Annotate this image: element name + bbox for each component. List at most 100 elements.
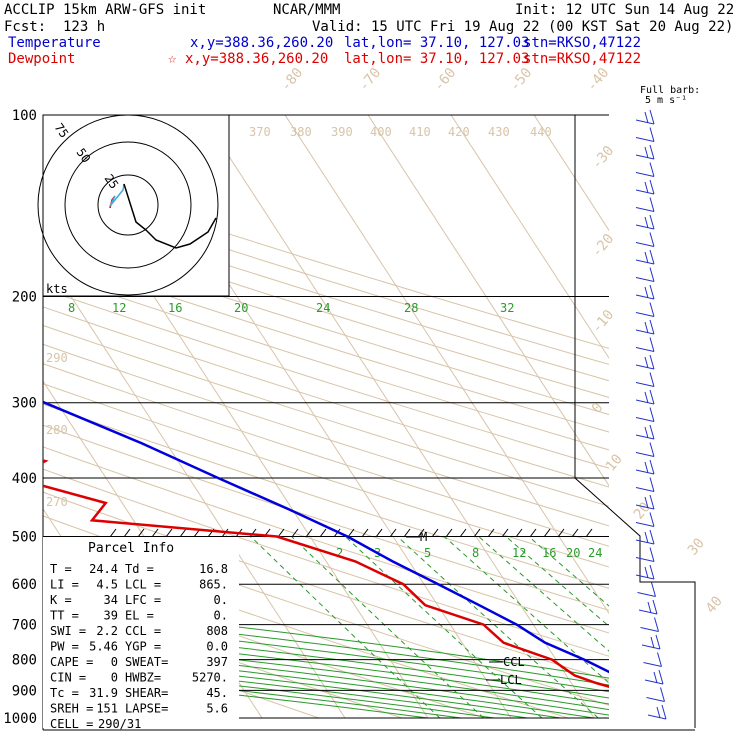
mixing-ratio-label: 28: [404, 301, 418, 315]
mixing-ratio-line: [528, 536, 609, 607]
freezing-hatch: [291, 528, 299, 538]
wind-barb-shaft: [635, 434, 655, 440]
parcel-value: 4.5: [96, 578, 118, 592]
dry-adiabat: [43, 565, 486, 719]
freezing-hatch: [375, 528, 383, 538]
freezing-hatch: [137, 528, 145, 538]
wind-barb-flag: [644, 286, 649, 299]
wind-barb-shaft: [635, 574, 655, 580]
mixing-ratio-label: 20: [566, 546, 580, 560]
wind-barb-shaft: [635, 469, 655, 475]
wind-barb-flag: [649, 564, 655, 580]
parcel-value: 34: [104, 593, 118, 607]
annotation-label: LCL: [500, 673, 522, 687]
pressure-tick-label: 1000: [3, 711, 37, 727]
wind-barb-flag: [656, 706, 661, 719]
parcel-label: T =: [50, 562, 72, 576]
theta-label: 370: [249, 125, 271, 139]
wind-barb-shaft: [635, 417, 655, 422]
parcel-value: 0: [111, 655, 118, 669]
wind-barb-shaft: [635, 329, 655, 335]
dry-adiabat: [43, 468, 609, 657]
mixing-ratio-line: [250, 536, 441, 719]
dew-xy: x,y=388.36,260.20: [185, 51, 329, 67]
mixing-ratio-label: 5: [424, 546, 431, 560]
freezing-hatch: [585, 528, 593, 538]
wind-barb-flag: [649, 459, 655, 475]
wind-barb-shaft: [635, 364, 655, 370]
parcel-label: TT =: [50, 609, 79, 623]
temperature-tick-label: -30: [589, 143, 618, 173]
isotherm-line: [450, 115, 609, 359]
dry-adiabat: [43, 424, 609, 611]
wind-barbs: [635, 109, 667, 720]
moist-adiabat: [43, 614, 609, 686]
hodograph-units: kts: [46, 282, 68, 296]
wind-barb-shaft: [635, 137, 655, 142]
parcel-value: 397: [206, 655, 228, 669]
wind-barb-flag: [644, 321, 649, 334]
wind-barb-shaft: [635, 224, 655, 230]
wind-barb-shaft: [635, 382, 655, 387]
wind-barb-shaft: [644, 679, 664, 685]
parcel-label: LAPSE=: [125, 702, 168, 716]
series-temperature-line: [43, 400, 609, 674]
wind-barb-flag: [649, 494, 655, 510]
parcel-value: 0: [111, 671, 118, 685]
moist-adiabat: [43, 622, 609, 693]
freezing-hatch: [529, 528, 537, 538]
hodograph-ring: [97, 174, 159, 236]
org-label: NCAR/MMM: [273, 2, 341, 18]
freezing-hatch: [319, 528, 327, 538]
dry-adiabat: [43, 403, 609, 589]
wind-barb-flag: [644, 356, 649, 369]
wind-barb-flag: [644, 391, 649, 404]
wind-barb-flag: [649, 337, 655, 352]
parcel-label: CELL =: [50, 717, 93, 731]
sounding-series: [43, 400, 609, 689]
wind-barb-flag: [649, 354, 655, 370]
wind-barb-flag: [650, 636, 655, 649]
freezing-hatch: [305, 528, 313, 538]
temperature-tick-label: 10: [603, 451, 626, 474]
temperature-tick-label: -40: [584, 65, 613, 95]
wind-barb-shaft: [635, 539, 655, 545]
theta-label: 380: [290, 125, 312, 139]
wind-barb-shaft: [635, 347, 655, 352]
wind-barb-flag: [647, 601, 652, 614]
dry-adiabat: [43, 270, 609, 451]
mixing-ratio-label: 20: [234, 301, 248, 315]
isotherm-line: [284, 115, 609, 615]
isotherm-line: [43, 252, 346, 719]
parcel-value: 45.: [206, 686, 228, 700]
dewpoint-star-icon: ☆: [168, 51, 177, 67]
theta-label: 430: [488, 125, 510, 139]
wind-barb-flag: [649, 319, 655, 335]
hodograph-trace: [109, 183, 125, 207]
parcel-box-bg: [43, 537, 239, 728]
mixing-ratio-label: 32: [500, 301, 514, 315]
parcel-value: 290/31: [98, 717, 141, 731]
series-dewpoint-line: [43, 459, 609, 689]
wind-barb-flag: [649, 197, 655, 212]
dry-adiabat: [43, 204, 609, 382]
wind-barb-flag: [649, 179, 655, 195]
wind-barb-flag: [649, 442, 655, 457]
wind-barb-flag: [649, 407, 655, 422]
temp-station: stn=RKSO,47122: [523, 35, 642, 51]
wind-barb-flag: [649, 232, 655, 247]
pressure-tick-label: 100: [12, 108, 37, 124]
dry-adiabat: [43, 343, 609, 527]
mixing-ratio-label: 24: [316, 301, 330, 315]
wind-barb-shaft: [635, 312, 655, 317]
freezing-hatch: [165, 528, 173, 538]
temperature-tick-label: -80: [278, 65, 307, 95]
wind-barb-flag: [655, 634, 661, 650]
wind-barb-flag: [649, 144, 655, 160]
mixing-ratio-line: [397, 536, 599, 719]
right-boundary: [574, 115, 696, 728]
parcel-value: 31.9: [89, 686, 118, 700]
dry-adiabat: [43, 306, 609, 488]
parcel-value: 16.8: [199, 562, 228, 576]
wind-barb-flag: [654, 617, 659, 632]
